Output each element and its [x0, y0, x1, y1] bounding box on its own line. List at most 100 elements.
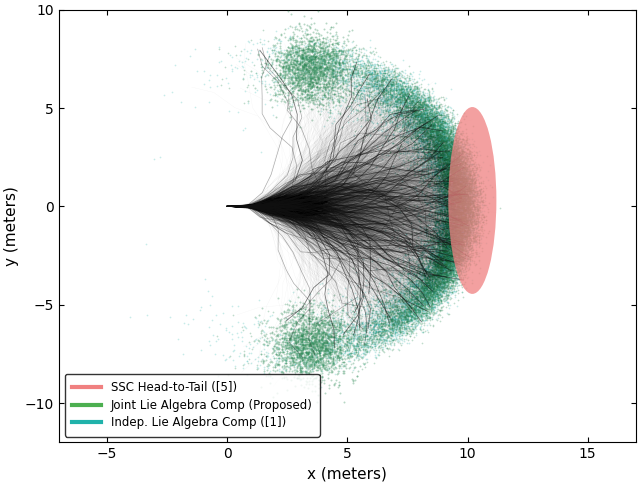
Point — [389, 126, 399, 134]
Point — [399, 69, 410, 76]
Point — [430, 143, 440, 151]
Point — [451, 165, 461, 173]
Point — [376, 329, 386, 337]
Point — [460, 174, 470, 182]
Point — [237, 337, 247, 345]
Point — [459, 154, 469, 162]
Point — [456, 210, 467, 218]
Point — [400, 90, 410, 98]
Point — [395, 93, 405, 101]
Point — [380, 329, 390, 336]
Point — [462, 160, 472, 168]
Point — [421, 110, 431, 118]
Point — [445, 125, 455, 133]
Point — [440, 220, 451, 228]
Point — [440, 158, 451, 166]
Point — [439, 274, 449, 282]
Point — [450, 202, 460, 210]
Point — [399, 269, 409, 277]
Point — [397, 314, 408, 322]
Point — [383, 82, 393, 89]
Point — [448, 268, 458, 276]
Point — [438, 240, 449, 247]
Point — [431, 190, 442, 198]
Point — [412, 280, 422, 288]
Point — [298, 57, 308, 65]
Point — [433, 238, 444, 245]
Point — [424, 172, 434, 180]
Point — [423, 279, 433, 287]
Point — [424, 260, 435, 267]
Point — [433, 139, 443, 147]
Point — [454, 185, 464, 193]
Point — [415, 121, 426, 129]
Point — [433, 293, 444, 301]
Point — [438, 183, 448, 191]
Point — [352, 340, 362, 347]
Point — [425, 105, 435, 113]
Point — [442, 259, 452, 266]
Point — [452, 134, 462, 141]
Point — [428, 172, 438, 179]
Point — [263, 37, 273, 45]
Point — [432, 269, 442, 277]
Point — [323, 339, 333, 347]
Point — [446, 191, 456, 199]
Point — [358, 342, 368, 350]
Point — [464, 194, 474, 202]
Point — [457, 236, 467, 243]
Point — [397, 71, 407, 79]
Point — [442, 206, 452, 214]
Point — [445, 150, 456, 157]
Point — [310, 47, 320, 55]
Point — [449, 189, 459, 196]
Point — [426, 286, 436, 294]
Point — [412, 132, 422, 140]
Point — [306, 94, 316, 102]
Point — [328, 359, 339, 366]
Point — [426, 296, 436, 304]
Point — [449, 208, 460, 216]
Point — [442, 205, 452, 212]
Point — [390, 305, 400, 312]
Point — [416, 113, 426, 121]
Point — [450, 184, 460, 192]
Point — [452, 205, 462, 212]
Point — [456, 189, 467, 196]
Point — [459, 205, 469, 212]
Point — [440, 173, 451, 181]
Point — [458, 189, 468, 197]
Point — [271, 77, 281, 85]
Point — [461, 229, 472, 237]
Point — [396, 288, 406, 296]
Point — [447, 190, 458, 198]
Point — [344, 335, 354, 343]
Point — [454, 204, 464, 212]
Point — [456, 266, 467, 274]
Point — [468, 251, 478, 259]
Point — [362, 68, 372, 76]
Point — [426, 183, 436, 191]
Point — [416, 301, 426, 309]
Point — [451, 209, 461, 217]
Point — [447, 277, 458, 284]
Point — [454, 244, 465, 252]
Point — [404, 112, 414, 120]
Point — [448, 174, 458, 182]
Point — [454, 202, 465, 210]
Point — [351, 76, 362, 84]
Point — [299, 64, 309, 71]
Point — [326, 307, 336, 314]
Point — [311, 41, 321, 49]
Point — [438, 261, 448, 269]
Point — [438, 267, 448, 275]
Point — [271, 350, 281, 358]
Point — [326, 72, 337, 80]
Point — [360, 339, 371, 347]
Point — [444, 200, 454, 208]
Point — [410, 306, 420, 313]
Point — [295, 344, 305, 351]
Point — [431, 150, 441, 157]
Point — [392, 97, 402, 105]
Point — [447, 206, 457, 213]
